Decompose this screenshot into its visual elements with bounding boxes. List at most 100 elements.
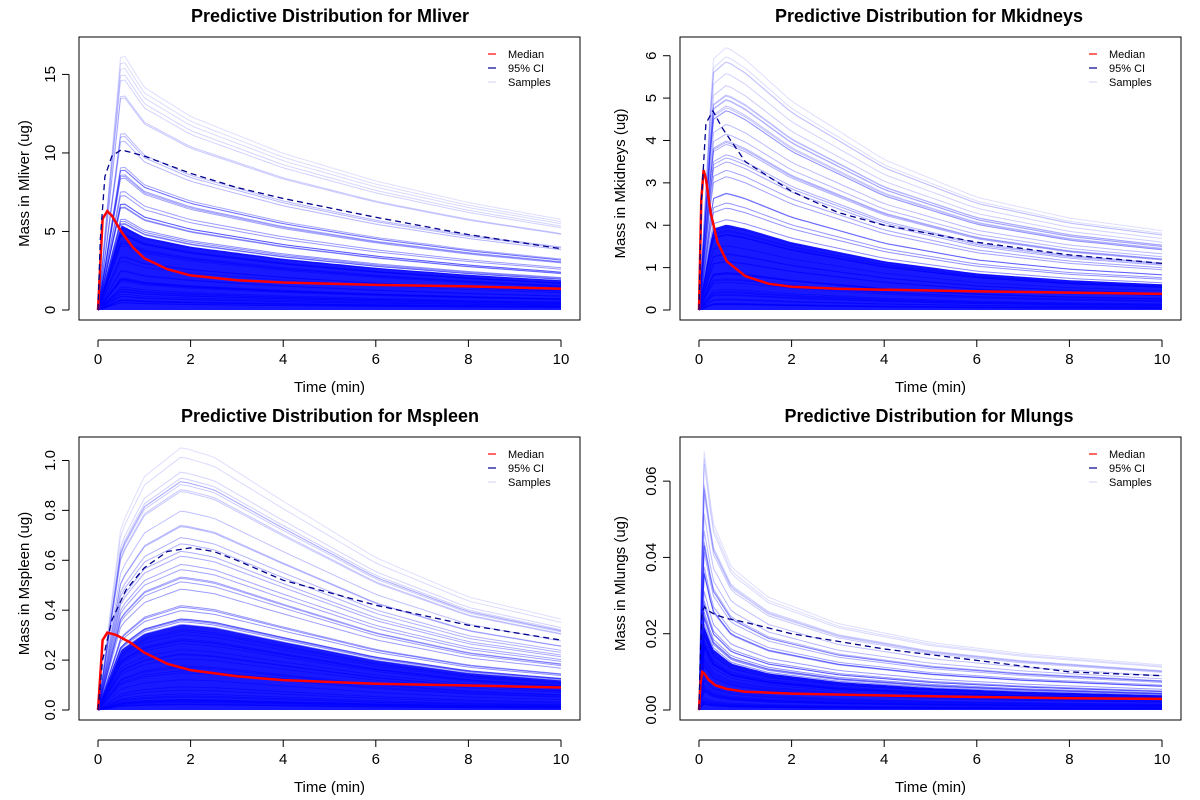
sample-curve — [97, 569, 562, 711]
legend-samples-label: Samples — [508, 77, 551, 89]
y-tick-label: 1 — [643, 263, 660, 271]
sample-curve — [698, 207, 1163, 311]
sample-curve — [97, 581, 562, 711]
x-axis-label: Time (min) — [294, 779, 365, 796]
sample-curve — [97, 218, 562, 311]
sample-curve — [698, 530, 1163, 711]
x-axis: 0 2 4 6 8 10 — [94, 339, 570, 368]
sample-curve — [698, 169, 1163, 311]
sample-curve — [97, 174, 562, 311]
y-axis-label: Mass in Mliver (ug) — [16, 120, 33, 247]
sample-curve — [97, 481, 562, 711]
plot-frame — [679, 36, 1182, 321]
sample-curve — [698, 545, 1163, 711]
sample-curve — [698, 615, 1163, 711]
ci-line — [97, 149, 562, 311]
ci-line — [698, 109, 1163, 311]
x-tick-label: 4 — [279, 751, 287, 768]
plot-frame — [78, 36, 581, 321]
x-tick-label: 10 — [553, 351, 570, 368]
panel-mspleen: Predictive Distribution for Mspleen Time… — [16, 406, 581, 796]
sample-curve — [698, 107, 1163, 311]
y-axis: 0.00 0.02 0.04 0.06 — [643, 467, 671, 725]
sample-curve — [97, 206, 562, 311]
sample-curve — [698, 143, 1163, 311]
sample-curve — [698, 105, 1163, 311]
sample-curve — [698, 176, 1163, 311]
sample-curve — [97, 477, 562, 711]
x-tick-label: 4 — [880, 751, 888, 768]
sample-curve — [698, 494, 1163, 711]
sample-curve — [97, 74, 562, 311]
sample-curve — [97, 618, 562, 711]
sample-density-band — [98, 624, 561, 710]
sample-curve — [97, 175, 562, 311]
sample-curve — [97, 195, 562, 311]
sample-curve — [698, 140, 1163, 311]
sample-curve — [698, 513, 1163, 711]
sample-curve — [97, 222, 562, 311]
legend-median-label: Median — [508, 449, 544, 461]
x-tick-label: 6 — [973, 751, 981, 768]
sample-curve — [698, 573, 1163, 711]
x-tick-label: 0 — [94, 751, 102, 768]
sample-curve — [698, 463, 1163, 711]
sample-curve — [698, 542, 1163, 711]
panel-mkidneys: Predictive Distribution for Mkidneys Tim… — [612, 6, 1182, 396]
legend-ci-label: 95% CI — [508, 63, 544, 75]
y-tick-label: 5 — [42, 227, 59, 235]
sample-curve — [698, 451, 1163, 711]
legend-median-label: Median — [508, 49, 544, 61]
x-tick-label: 10 — [1154, 351, 1171, 368]
legend-ci-label: 95% CI — [1109, 63, 1145, 75]
y-tick-label: 0.2 — [42, 650, 59, 671]
x-tick-label: 10 — [553, 751, 570, 768]
y-axis: 0 5 10 15 — [42, 66, 70, 314]
y-axis: 0.0 0.2 0.4 0.6 0.8 1.0 — [42, 450, 70, 720]
x-tick-label: 8 — [464, 751, 472, 768]
sample-curve — [97, 207, 562, 311]
sample-curve — [698, 154, 1163, 311]
sample-curve — [97, 526, 562, 711]
y-tick-label: 10 — [42, 145, 59, 162]
x-tick-label: 4 — [880, 351, 888, 368]
x-tick-label: 6 — [372, 351, 380, 368]
sample-curve — [698, 545, 1163, 711]
sample-curve — [698, 574, 1163, 711]
plot-frame — [78, 436, 581, 721]
sample-curve — [97, 489, 562, 711]
sample-curve — [698, 219, 1163, 311]
sample-curve — [97, 97, 562, 311]
sample-curve — [97, 563, 562, 711]
y-axis: 0 1 2 3 4 5 6 — [643, 52, 671, 314]
legend: Median 95% CI Samples — [1089, 49, 1152, 89]
sample-curves — [97, 447, 562, 711]
sample-curve — [698, 600, 1163, 711]
sample-curve — [698, 133, 1163, 311]
sample-curve — [97, 169, 562, 311]
sample-curve — [97, 588, 562, 711]
y-axis-label: Mass in Mspleen (ug) — [16, 512, 33, 655]
ci-line — [97, 547, 562, 711]
y-tick-label: 2 — [643, 221, 660, 229]
sample-curve — [97, 67, 562, 311]
x-tick-label: 0 — [695, 351, 703, 368]
sample-curve — [698, 489, 1163, 711]
sample-curve — [97, 537, 562, 711]
sample-curves — [97, 55, 562, 311]
y-tick-label: 0.02 — [643, 619, 660, 648]
legend-median-label: Median — [1109, 49, 1145, 61]
y-tick-label: 0 — [643, 306, 660, 314]
x-tick-label: 0 — [695, 751, 703, 768]
x-axis-label: Time (min) — [294, 379, 365, 396]
sample-curve — [97, 550, 562, 711]
y-tick-label: 3 — [643, 179, 660, 187]
y-tick-label: 0 — [42, 306, 59, 314]
x-tick-label: 6 — [372, 751, 380, 768]
x-axis: 0 2 4 6 8 10 — [695, 339, 1171, 368]
sample-curve — [97, 623, 562, 711]
y-tick-label: 0.06 — [643, 467, 660, 496]
sample-curve — [698, 458, 1163, 711]
sample-curve — [97, 447, 562, 711]
sample-curve — [698, 604, 1163, 711]
